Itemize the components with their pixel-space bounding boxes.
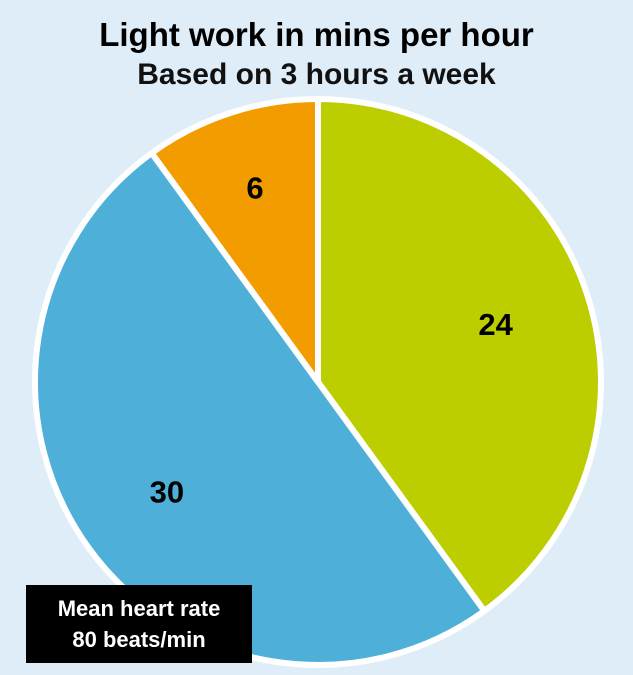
pie-slice-6 [148, 96, 321, 385]
pie-slice-30 [32, 150, 488, 668]
chart-title: Light work in mins per hour [99, 16, 534, 53]
annotation-line-2: 80 beats/min [72, 627, 206, 652]
chart-subtitle: Based on 3 hours a week [137, 58, 496, 91]
annotation-line-1: Mean heart rate [57, 596, 221, 621]
slice-label-24: 24 [478, 307, 513, 342]
heart-rate-annotation: Mean heart rate 80 beats/min [26, 585, 252, 663]
slice-label-30: 30 [150, 474, 184, 509]
slice-label-6: 6 [246, 171, 263, 206]
pie-slice-24 [315, 96, 604, 614]
